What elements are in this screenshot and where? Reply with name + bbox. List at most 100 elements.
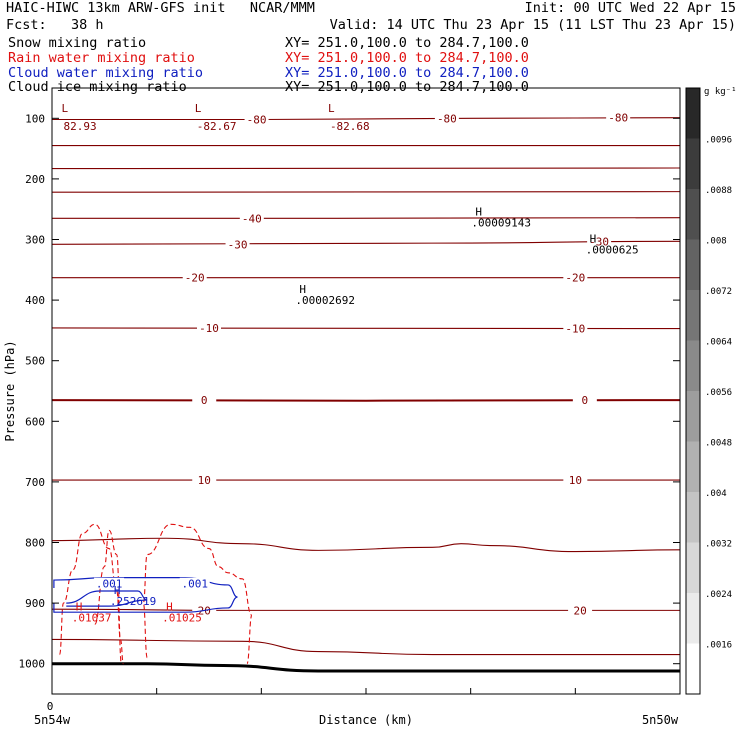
- y-tick-label: 400: [25, 294, 45, 307]
- isotherm-label: 20: [573, 604, 586, 617]
- colorbar-tick-label: .0032: [705, 540, 732, 550]
- isotherm-label: -20: [185, 272, 205, 285]
- colorbar-unit: g kg⁻¹: [704, 87, 737, 97]
- x-left-location: 5n54w: [34, 713, 71, 727]
- cloud-water-label-bg: [94, 577, 125, 589]
- isotherm-label: -20: [565, 272, 585, 285]
- field-xy-snow: XY= 251.0,100.0 to 284.7,100.0: [285, 35, 529, 51]
- colorbar-segment: [686, 88, 700, 139]
- colorbar: g kg⁻¹ .0096 .0088 .008 .0072 .0064 .0056 .0048…: [685, 87, 737, 695]
- colorbar-segment: [686, 391, 700, 442]
- colorbar-tick-label: .0048: [705, 439, 732, 449]
- isotherm-label: -30: [228, 238, 248, 251]
- x-right-location: 5n50w: [642, 713, 679, 727]
- isotherm-label-bg: [192, 394, 217, 407]
- cloud-water-max-marker: H: [114, 584, 121, 597]
- isotherm-line: [51, 399, 681, 402]
- rain-max-marker: H: [166, 600, 173, 613]
- low-value: 82.93: [64, 120, 97, 133]
- low-marker: L: [328, 102, 335, 115]
- isotherm-label: 0: [582, 394, 589, 407]
- y-tick-label: 900: [25, 597, 45, 610]
- field-name-cloud-ice: Cloud ice mixing ratio: [8, 79, 187, 95]
- isotherm-label-bg: [192, 474, 217, 487]
- low-value: -82.68: [330, 120, 370, 133]
- colorbar-segment: [686, 340, 700, 391]
- low-value: -82.67: [197, 120, 237, 133]
- y-axis-label: Pressure (hPa): [3, 340, 17, 441]
- colorbar-tick-label: .008: [705, 237, 727, 247]
- cloud-water-contour: [53, 577, 238, 613]
- y-tick-label: 700: [25, 476, 45, 489]
- isotherm-label-bg: [225, 238, 250, 251]
- isotherm-label-bg: [563, 474, 588, 487]
- field-xy-rain: XY= 251.0,100.0 to 284.7,100.0: [285, 50, 529, 66]
- rain-max-marker: H: [76, 600, 83, 613]
- field-name-snow: Snow mixing ratio: [8, 35, 147, 51]
- isotherm-label: -30: [589, 235, 609, 248]
- rain-water-contour: [94, 529, 123, 665]
- colorbar-segment: [686, 542, 700, 593]
- y-tick-label: 1000: [19, 658, 46, 671]
- isotherm-label: -80: [608, 112, 628, 125]
- cloud-water-label: .001: [96, 578, 123, 591]
- isotherm-line: [51, 191, 681, 193]
- y-tick-label: 300: [25, 234, 45, 247]
- colorbar-tick-label: .0088: [705, 186, 732, 196]
- isotherm-label-bg: [568, 604, 593, 617]
- colorbar-tick-label: .0096: [705, 136, 732, 146]
- snow-max-marker: H: [299, 283, 306, 296]
- low-marker: L: [195, 102, 202, 115]
- y-tick-label: 200: [25, 173, 45, 186]
- isotherm-label: 10: [569, 474, 582, 487]
- cloud-water-label: .001: [181, 578, 208, 591]
- colorbar-segment: [686, 593, 700, 644]
- isotherm-label-bg: [434, 112, 459, 125]
- isotherm-label: -40: [242, 212, 262, 225]
- axes: 1002003004005006007008009001000Pressure …: [3, 87, 681, 727]
- snow-max-value: .00002692: [295, 294, 355, 307]
- isotherm-label-bg: [563, 271, 588, 284]
- isotherm-line: [51, 167, 681, 170]
- rain-water-contour: [59, 523, 124, 665]
- rain-water-contour: [142, 523, 253, 665]
- colorbar-tick-label: .0024: [705, 590, 732, 600]
- colorbar-tick-label: .0056: [705, 388, 732, 398]
- isotherm-label-bg: [587, 235, 612, 248]
- cloud-ice-max-marker: H: [475, 205, 482, 218]
- colorbar-segment: [686, 290, 700, 341]
- colorbar-segment: [686, 239, 700, 290]
- isotherm-label: 0: [201, 394, 208, 407]
- cloud-water-label-bg: [179, 577, 210, 589]
- extrema-labels: H.01037H.01025H.252619H.00009143H.000062…: [62, 102, 639, 624]
- y-tick-label: 100: [25, 112, 45, 125]
- colorbar-tick-label: .0016: [705, 641, 732, 651]
- colorbar-segment: [686, 189, 700, 240]
- low-marker: L: [62, 102, 69, 115]
- isotherm-label-bg: [244, 113, 269, 126]
- colorbar-tick-label: .004: [705, 489, 727, 499]
- cloud-ice-max-value: .0000625: [586, 244, 639, 257]
- isotherm-label-bg: [197, 321, 221, 334]
- isotherm-label-bg: [563, 322, 588, 335]
- isotherm-label: 10: [198, 474, 211, 487]
- isotherm-line: [51, 638, 680, 656]
- isotherm-line: [51, 240, 681, 245]
- colorbar-tick-label: .0064: [705, 338, 732, 348]
- isotherm-line: [51, 608, 680, 611]
- rain-max-value: .01025: [162, 611, 202, 624]
- x-origin-label: 0: [47, 700, 54, 713]
- y-tick-label: 800: [25, 537, 45, 550]
- isotherm-label: -10: [199, 322, 219, 335]
- isotherm-line: [51, 537, 681, 553]
- colorbar-segment: [686, 441, 700, 492]
- y-tick-label: 600: [25, 415, 45, 428]
- field-name-cloud-water: Cloud water mixing ratio: [8, 65, 204, 81]
- isotherm-label: -10: [565, 323, 585, 336]
- colorbar-segment: [686, 492, 700, 543]
- isotherm-label: -80: [437, 112, 457, 125]
- x-axis-label: Distance (km): [319, 713, 413, 727]
- isotherm-label-bg: [239, 212, 264, 225]
